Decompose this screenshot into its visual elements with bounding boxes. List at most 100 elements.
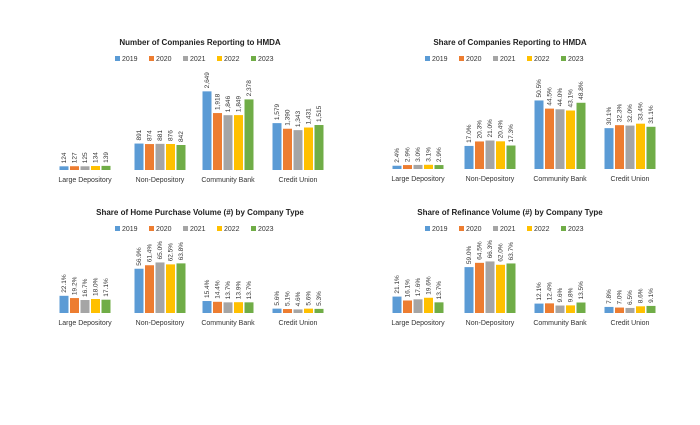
legend-label-2019: 2019 [432,226,448,233]
data-label: 9.8% [568,287,575,302]
data-label: 17.6% [415,278,422,297]
bar-2022 [304,308,313,313]
bar-2019 [134,143,144,170]
legend-label-2022: 2022 [534,226,550,233]
legend-swatch-2019 [115,56,120,61]
data-label: 125 [82,152,89,163]
data-label: 124 [61,152,68,163]
data-label: 17.3% [508,124,515,143]
legend-swatch-2023 [561,226,566,231]
data-label: 5.6% [306,291,313,306]
bar-chart-2: Share of Companies Reporting to HMDA 2019… [391,38,656,183]
bar-2021 [80,166,90,170]
bar-2022 [496,264,505,313]
legend-swatch-2019 [425,226,430,231]
legend-label-2020: 2020 [466,226,482,233]
data-label: 2,378 [246,80,253,97]
data-label: 1,579 [274,103,281,120]
bar-2022 [496,141,505,169]
category-label: Non-Depository [466,176,515,183]
data-label: 65.0% [157,241,164,260]
chart-title: Share of Companies Reporting to HMDA [433,38,587,47]
legend-label-2022: 2022 [224,226,240,233]
data-label: 3.1% [426,147,433,162]
data-label: 1,431 [306,108,313,125]
chart-title: Share of Refinance Volume (#) by Company… [417,208,603,217]
legend-label-2021: 2021 [500,56,516,63]
data-label: 139 [103,152,110,163]
bar-chart-3: Share of Home Purchase Volume (#) by Com… [58,208,324,327]
data-label: 1,390 [285,109,292,126]
legend-swatch-2021 [183,226,188,231]
data-label: 43.1% [568,89,575,108]
bar-2019 [59,166,69,170]
bar-2022 [424,297,433,313]
bar-2020 [70,298,79,313]
bar-2022 [424,164,433,169]
legend-label-2022: 2022 [224,56,240,63]
data-label: 5.6% [274,291,281,306]
data-label: 13.7% [436,281,443,300]
bar-2019 [392,296,402,313]
bar-2019 [59,295,69,313]
bar-2020 [213,113,222,170]
category-label: Community Bank [533,320,587,327]
bar-2019 [202,91,212,170]
bar-2022 [234,302,243,313]
data-label: 63.8% [178,242,185,261]
bar-2022 [91,166,100,170]
bar-2021 [485,140,495,169]
bar-2022 [636,123,645,169]
data-label: 8.6% [638,288,645,303]
category-label: Community Bank [201,320,255,327]
bar-2019 [272,123,282,170]
data-label: 874 [147,130,154,141]
data-label: 5.3% [316,291,323,306]
legend-swatch-2023 [251,226,256,231]
legend-label-2021: 2021 [190,226,206,233]
bar-2020 [145,144,154,170]
bar-2019 [534,100,544,169]
legend-label-2022: 2022 [534,56,550,63]
category-label: Credit Union [611,176,650,183]
bar-2021 [555,109,565,169]
data-label: 32.3% [617,104,624,123]
bar-2023 [506,263,516,313]
bar-2019 [534,303,544,313]
bar-2021 [155,143,165,170]
data-label: 33.4% [638,102,645,121]
bar-2020 [403,300,412,313]
category-label: Large Depository [58,177,112,184]
data-label: 21.1% [394,275,401,294]
legend-label-2023: 2023 [568,226,584,233]
bar-2022 [304,127,313,170]
data-label: 19.2% [72,276,79,295]
bar-2021 [413,299,423,313]
data-label: 1,849 [236,95,243,112]
chart-title: Number of Companies Reporting to HMDA [119,38,281,47]
data-label: 2.9% [436,147,443,162]
data-label: 22.1% [61,274,68,293]
bar-2020 [145,265,154,313]
legend-label-2019: 2019 [122,226,138,233]
category-label: Large Depository [391,176,445,183]
bar-2023 [506,145,516,169]
bar-2022 [566,305,575,313]
bar-2022 [166,264,175,313]
bar-2020 [475,262,484,313]
legend-label-2023: 2023 [258,56,274,63]
data-label: 32.0% [627,104,634,123]
bar-2023 [244,99,254,170]
legend-swatch-2019 [425,56,430,61]
bar-chart-4: Share of Refinance Volume (#) by Company… [391,208,656,327]
legend-swatch-2020 [459,56,464,61]
data-label: 1,515 [316,105,323,122]
data-label: 891 [136,129,143,140]
category-label: Community Bank [533,176,587,183]
bar-2020 [283,128,292,170]
legend-label-2021: 2021 [190,56,206,63]
bar-2021 [555,305,565,313]
data-label: 16.1% [405,279,412,298]
data-label: 21.0% [487,119,494,138]
